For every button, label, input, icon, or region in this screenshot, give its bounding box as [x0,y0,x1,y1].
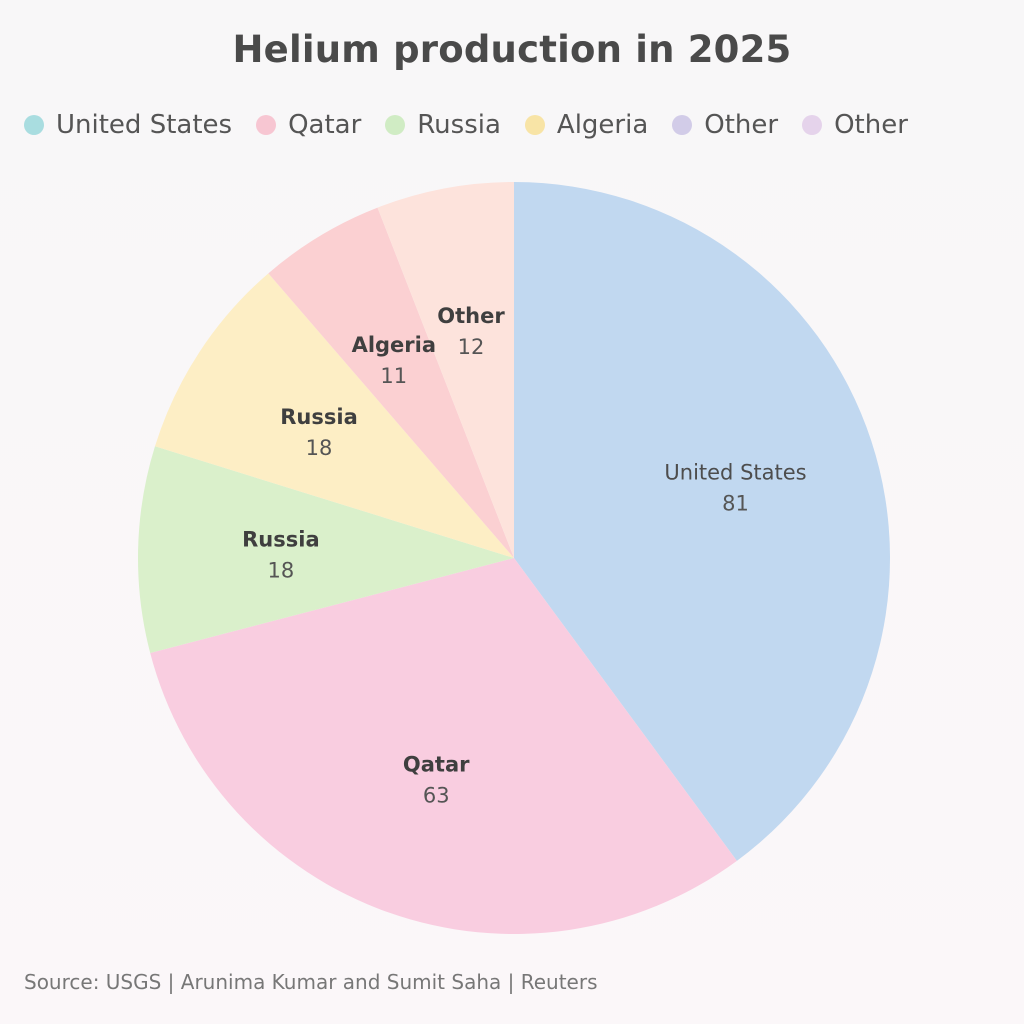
pie-slice [377,182,514,558]
pie-slice [154,273,515,558]
legend-label: Other [704,110,779,140]
slice-value-label: 18 [268,559,295,583]
legend-item: Other [672,104,778,146]
legend-swatch [524,115,545,135]
pie-slice [137,446,514,653]
legend-item: Other [802,104,908,146]
legend-item: United States [24,104,232,146]
slice-label: Russia [242,528,320,552]
legend-item: Algeria [524,104,649,146]
legend-swatch [24,115,44,135]
legend-item: Russia [385,104,501,146]
slice-value-label: 81 [722,491,749,515]
slice-label: United States [664,460,806,484]
slice-value-label: 12 [458,335,485,359]
legend-swatch [256,115,277,135]
slice-label: Russia [280,405,358,429]
legend-label: Qatar [288,110,362,140]
slice-value-label: 11 [380,364,407,388]
legend-label: Other [834,110,908,140]
legend-label: Algeria [556,110,649,140]
pie-slices [137,182,891,935]
slice-value-label: 63 [423,784,450,808]
source-note: Source: USGS | Arunima Kumar and Sumit S… [24,970,598,994]
legend-item: Qatar [256,104,361,146]
legend-label: United States [56,110,233,140]
chart-title: Helium production in 2025 [232,28,792,71]
legend-swatch [802,115,823,135]
chart-legend: United States Qatar Russia Algeria Other Othe… [24,104,984,146]
pie-labels: United States 81 Qatar 63 Russia 18 Russia 18 Al… [242,304,806,808]
legend-label: Russia [417,110,501,140]
slice-value-label: 18 [306,436,333,460]
legend-swatch [672,115,693,135]
slice-label: Algeria [352,333,436,357]
pie-slice [150,558,737,935]
slice-label: Other [437,304,505,328]
slice-label: Qatar [403,753,470,777]
pie-slice [268,207,514,558]
legend-swatch [385,115,406,135]
pie-slice [514,182,891,861]
